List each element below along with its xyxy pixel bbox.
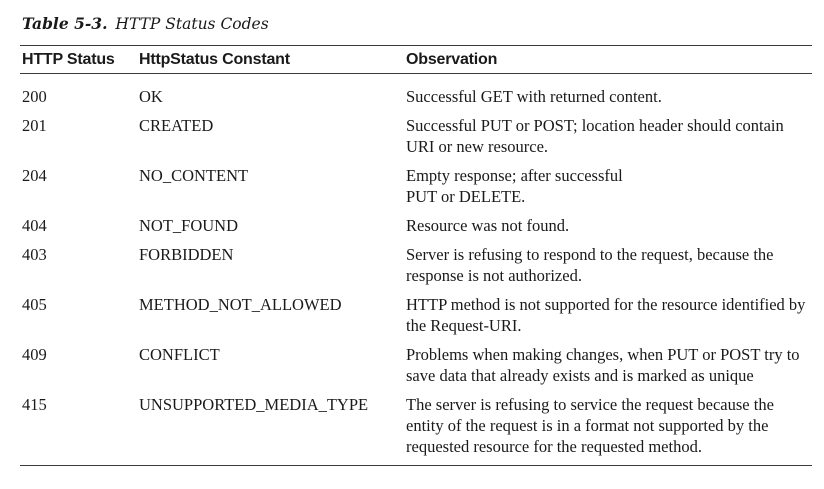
status-code-cell: 404: [22, 216, 47, 235]
document-page: Table 5-3. HTTP Status Codes HTTP Status…: [20, 14, 812, 466]
observation-cell: Successful GET with returned content.: [406, 87, 662, 106]
table-row: 404 NOT_FOUND Resource was not found.: [20, 215, 812, 244]
status-code-cell: 204: [22, 166, 47, 185]
table-header-row: HTTP Status HttpStatus Constant Observat…: [20, 45, 812, 74]
status-constant-cell: NO_CONTENT: [139, 166, 249, 185]
observation-cell: HTTP method is not supported for the res…: [406, 295, 806, 335]
observation-cell: Problems when making changes, when PUT o…: [406, 345, 800, 385]
observation-cell: Resource was not found.: [406, 216, 570, 235]
status-code-cell: 405: [22, 295, 47, 314]
header-http-status: HTTP Status: [22, 51, 115, 68]
observation-cell: Server is refusing to respond to the req…: [406, 245, 774, 285]
table-row: 403 FORBIDDEN Server is refusing to resp…: [20, 244, 812, 294]
table-body: 200 OK Successful GET with returned cont…: [20, 74, 812, 466]
status-code-cell: 201: [22, 116, 47, 135]
table-row: 200 OK Successful GET with returned cont…: [20, 74, 812, 116]
table-caption-title: HTTP Status Codes: [115, 15, 269, 33]
table-caption-number: Table 5-3.: [22, 14, 108, 33]
observation-cell: Empty response; after successful PUT or …: [406, 166, 623, 206]
http-status-table: HTTP Status HttpStatus Constant Observat…: [20, 45, 812, 466]
table-row: 201 CREATED Successful PUT or POST; loca…: [20, 115, 812, 165]
status-code-cell: 415: [22, 395, 47, 414]
observation-cell: Successful PUT or POST; location header …: [406, 116, 784, 156]
status-constant-cell: CONFLICT: [139, 345, 220, 364]
status-code-cell: 200: [22, 87, 47, 106]
table-row: 405 METHOD_NOT_ALLOWED HTTP method is no…: [20, 294, 812, 344]
status-code-cell: 409: [22, 345, 47, 364]
status-constant-cell: OK: [139, 87, 163, 106]
table-row: 409 CONFLICT Problems when making change…: [20, 344, 812, 394]
status-constant-cell: NOT_FOUND: [139, 216, 238, 235]
table-caption: Table 5-3. HTTP Status Codes: [22, 14, 812, 34]
status-constant-cell: UNSUPPORTED_MEDIA_TYPE: [139, 395, 369, 414]
status-code-cell: 403: [22, 245, 47, 264]
status-constant-cell: METHOD_NOT_ALLOWED: [139, 295, 342, 314]
table-row: 415 UNSUPPORTED_MEDIA_TYPE The server is…: [20, 394, 812, 466]
status-constant-cell: CREATED: [139, 116, 214, 135]
header-observation: Observation: [406, 51, 498, 68]
status-constant-cell: FORBIDDEN: [139, 245, 234, 264]
observation-cell: The server is refusing to service the re…: [406, 395, 774, 456]
header-httpstatus-constant: HttpStatus Constant: [139, 51, 290, 68]
table-row: 204 NO_CONTENT Empty response; after suc…: [20, 165, 812, 215]
